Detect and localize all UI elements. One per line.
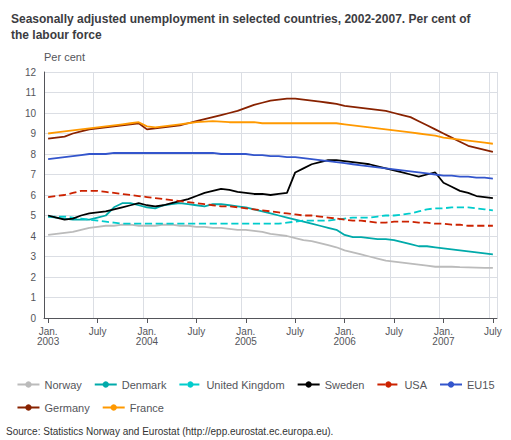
svg-text:Norway: Norway bbox=[44, 379, 82, 391]
svg-text:Jan.: Jan. bbox=[38, 325, 58, 337]
svg-text:2006: 2006 bbox=[334, 336, 357, 347]
svg-text:July: July bbox=[286, 326, 304, 337]
svg-text:5: 5 bbox=[30, 210, 36, 221]
svg-text:2: 2 bbox=[30, 272, 36, 283]
svg-text:USA: USA bbox=[404, 379, 427, 391]
svg-text:Per cent: Per cent bbox=[44, 51, 85, 63]
svg-text:4: 4 bbox=[30, 231, 36, 242]
svg-text:EU15: EU15 bbox=[467, 379, 495, 391]
svg-text:10: 10 bbox=[25, 108, 37, 119]
svg-text:July: July bbox=[187, 326, 205, 337]
svg-text:Denmark: Denmark bbox=[122, 379, 167, 391]
svg-text:0: 0 bbox=[30, 313, 36, 324]
svg-text:3: 3 bbox=[30, 251, 36, 262]
svg-text:Sweden: Sweden bbox=[325, 379, 365, 391]
svg-text:the labour force: the labour force bbox=[11, 28, 102, 42]
svg-text:12: 12 bbox=[25, 67, 37, 78]
svg-text:Jan.: Jan. bbox=[335, 325, 355, 337]
svg-text:11: 11 bbox=[26, 87, 37, 98]
svg-text:9: 9 bbox=[30, 128, 36, 139]
svg-text:2003: 2003 bbox=[37, 336, 60, 347]
svg-text:July: July bbox=[484, 326, 502, 337]
svg-text:2005: 2005 bbox=[235, 336, 258, 347]
svg-text:Source: Statistics Norway and: Source: Statistics Norway and Eurostat (… bbox=[6, 426, 333, 437]
svg-text:7: 7 bbox=[30, 169, 36, 180]
svg-text:Germany: Germany bbox=[44, 402, 90, 414]
svg-text:6: 6 bbox=[30, 190, 36, 201]
svg-text:Jan.: Jan. bbox=[434, 325, 453, 337]
svg-text:1: 1 bbox=[30, 292, 36, 303]
svg-text:July: July bbox=[89, 326, 107, 337]
svg-text:Jan.: Jan. bbox=[236, 325, 256, 337]
svg-text:July: July bbox=[385, 326, 403, 337]
svg-text:8: 8 bbox=[30, 149, 36, 160]
svg-text:2004: 2004 bbox=[136, 336, 159, 347]
svg-text:United Kingdom: United Kingdom bbox=[206, 379, 284, 391]
svg-text:France: France bbox=[130, 402, 164, 414]
svg-text:Jan.: Jan. bbox=[137, 325, 157, 337]
svg-text:Seasonally adjusted unemployme: Seasonally adjusted unemployment in sele… bbox=[11, 12, 472, 26]
svg-text:2007: 2007 bbox=[432, 336, 455, 347]
